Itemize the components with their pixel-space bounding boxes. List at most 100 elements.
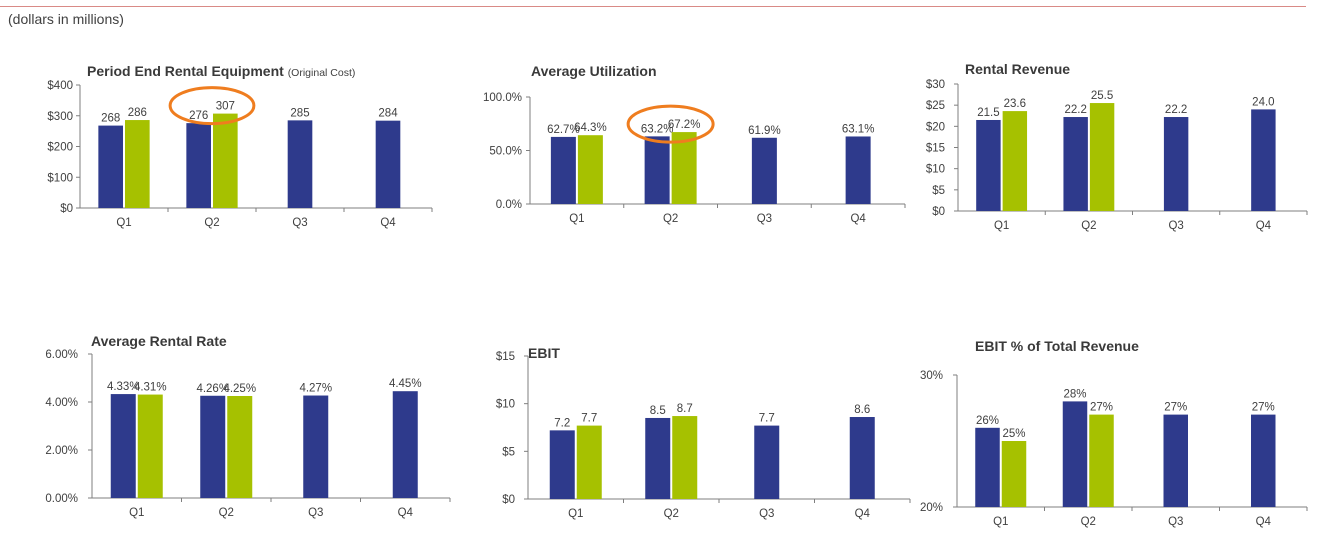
bar-series-b [1002,111,1028,211]
data-label: 8.7 [677,403,693,415]
x-tick-label: Q1 [994,220,1009,232]
chart-title: Average Rental Rate [91,333,227,349]
y-tick-label: $300 [47,111,73,123]
chart-plot: 20% 30% Q1 26%25% Q2 28% 27% Q3 27% Q4 27% [920,370,1308,528]
y-tick-label: 30% [920,370,943,382]
data-label: 4.27% [299,383,332,395]
data-label: 7.7 [581,413,597,425]
data-label: 61.9% [748,125,781,137]
data-label: 27% [1164,402,1187,414]
data-label: 8.5 [650,405,666,417]
x-tick-label: Q1 [116,217,131,229]
y-tick-label: 50.0% [489,146,522,158]
bar-series-a [303,395,329,498]
data-label: 7.7 [759,413,775,425]
x-tick-label: Q3 [757,213,772,225]
x-tick-label: Q2 [663,213,678,225]
data-label: 4.33% [107,381,140,393]
bar-series-a [751,137,777,204]
x-tick-label: Q3 [1168,516,1183,528]
bar-series-a [1163,117,1189,211]
bar-series-a [549,430,575,499]
x-tick-label: Q3 [292,217,307,229]
chart-average-rental-rate: Average Rental Rate 0.00% 2.00% 4.00% 6.00%… [20,330,451,530]
bar-series-a [1251,414,1276,507]
data-label: 23.6 [1004,98,1026,110]
y-tick-label: $15 [926,143,945,155]
x-tick-label: Q4 [1256,220,1272,232]
x-tick-label: Q2 [204,217,219,229]
x-tick-label: Q1 [569,213,584,225]
bar-series-b [227,396,253,498]
data-label: 4.45% [389,378,422,390]
y-tick-label: $0 [502,494,515,506]
chart-period-end-rental-equipment: Period End Rental Equipment (Original Co… [20,60,440,235]
chart-ebit-percent-total-revenue: EBIT % of Total Revenue 20% 30% Q1 26% 25% Q2… [905,335,1315,535]
bar-series-b [213,113,238,208]
y-tick-label: 6.00% [45,349,78,361]
data-label: 307 [216,101,235,113]
y-tick-label: $10 [496,399,515,411]
data-label: 22.2 [1165,104,1187,116]
data-label: 63.1% [842,123,875,135]
chart-rental-revenue: Rental Revenue $0 $5 $10 $15 $20 $25 $30 Q1 21.5… [905,60,1315,235]
bar-series-b [576,425,602,499]
bar-series-a [200,395,226,498]
data-label: 26% [976,415,999,427]
data-label: 25.5 [1091,90,1113,102]
x-tick-label: Q2 [664,508,679,520]
x-tick-label: Q3 [1168,220,1183,232]
y-tick-label: $30 [926,79,945,91]
x-tick-label: Q1 [129,507,144,519]
data-label: 25% [1002,428,1025,440]
chart-title: EBIT % of Total Revenue [975,338,1139,354]
data-label: 27% [1090,402,1113,414]
chart-subtitle: (Original Cost) [287,67,356,79]
bar-series-a [1062,401,1088,507]
data-label: 22.2 [1064,104,1086,116]
y-tick-label: $25 [926,100,945,112]
y-tick-label: 2.00% [45,445,78,457]
data-label: 28% [1063,388,1086,400]
x-tick-label: Q2 [1081,220,1096,232]
x-tick-label: Q4 [380,217,396,229]
y-tick-label: $0 [60,203,73,215]
bar-series-b [137,394,163,498]
bar-series-a [110,394,136,498]
x-tick-label: Q4 [398,507,414,519]
y-tick-label: 20% [920,502,943,514]
y-tick-label: $200 [47,142,73,154]
x-tick-label: Q3 [759,508,774,520]
bar-series-a [754,425,780,499]
data-label: 268 [101,113,120,125]
bar-series-a [1251,109,1276,211]
bar-series-b [1089,414,1114,507]
y-tick-label: $5 [502,446,515,458]
y-tick-label: 0.00% [45,493,78,505]
data-label: 67.2% [668,119,701,131]
data-label: 285 [290,107,309,119]
data-label: 64.3% [574,122,607,134]
y-tick-label: $100 [47,172,73,184]
units-note: (dollars in millions) [8,11,124,27]
data-label: 4.31% [134,382,167,394]
y-tick-label: $20 [926,121,945,133]
data-label: 27% [1252,402,1275,414]
bar-series-b [671,132,697,204]
chart-plot: 0.00%2.00%4.00%6.00%Q14.33%4.31%Q24.26%4… [45,349,451,519]
y-tick-label: 4.00% [45,397,78,409]
x-tick-label: Q1 [993,516,1008,528]
data-label: 21.5 [977,107,999,119]
data-label: 286 [128,107,147,119]
bar-series-a [550,136,576,204]
bar-series-a [976,119,1001,211]
chart-title: Rental Revenue [965,61,1071,77]
bar-series-b [1001,441,1027,507]
x-tick-label: Q2 [219,507,234,519]
y-tick-label: $15 [496,351,515,363]
data-label: 7.2 [554,417,570,429]
bar-series-a [1163,414,1188,507]
chart-plot: $0 $5 $10 $15 $20 $25 $30 Q1 21.5 23.6 Q2 22.2 25.5 Q… [926,79,1308,232]
data-label: 63.2% [641,123,674,135]
data-label: 284 [378,108,398,120]
